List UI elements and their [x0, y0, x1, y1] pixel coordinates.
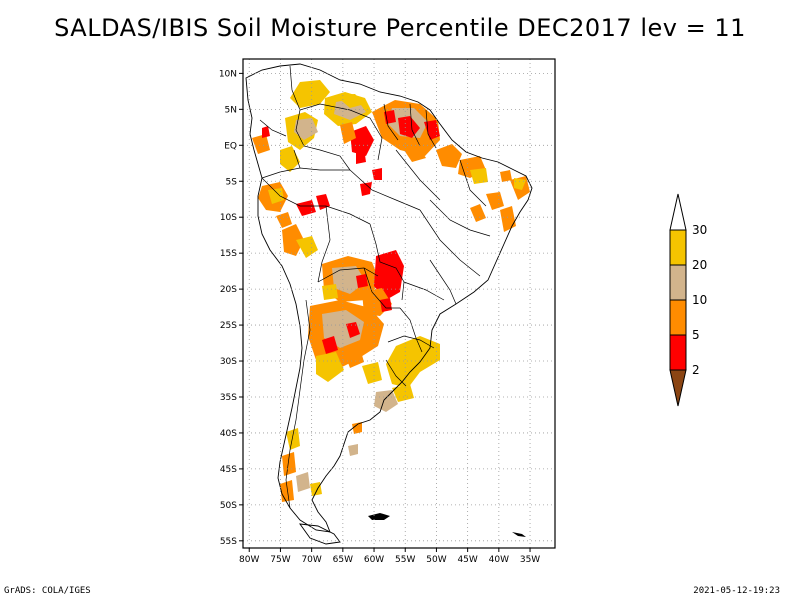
patch-red	[380, 298, 392, 312]
colorbar-label: 2	[692, 363, 700, 377]
plot-frame	[242, 58, 556, 549]
lon-tick-label: 55W	[395, 555, 415, 565]
patch-orange	[344, 348, 364, 368]
lon-tick-label: 40W	[489, 555, 509, 565]
patch-yellow	[290, 80, 330, 108]
colorbar-label: 10	[692, 293, 707, 307]
patch-red	[296, 200, 316, 216]
patch-tan	[332, 266, 366, 294]
patch-red	[322, 336, 338, 354]
colorbar-bin	[669, 334, 687, 371]
patch-yellow	[335, 94, 365, 108]
footer-credit: GrADS: COLA/IGES	[4, 586, 91, 596]
lat-tick-label: 30S	[220, 357, 237, 367]
colorbar-label: 30	[692, 223, 707, 237]
patch-tan	[296, 472, 310, 492]
patch-yellow	[470, 168, 488, 184]
lon-tick-label: 65W	[333, 555, 353, 565]
falkland-islands	[368, 513, 390, 520]
patch-yellow	[316, 352, 344, 382]
lat-tick-label: 50S	[220, 501, 237, 511]
patch-yellow	[296, 236, 318, 258]
patch-tan	[348, 444, 358, 456]
graticule	[243, 59, 555, 548]
map-title: SALDAS/IBIS Soil Moisture Percentile DEC…	[54, 14, 746, 42]
lat-tick-label: 15S	[220, 249, 237, 259]
patch-red	[424, 120, 440, 140]
patch-orange	[486, 192, 504, 210]
patch-yellow	[268, 188, 284, 204]
patch-orange	[276, 212, 292, 228]
lat-tick-label: 40S	[220, 429, 237, 439]
lon-tick-label: 75W	[270, 555, 290, 565]
continent-outline	[245, 63, 533, 533]
lat-tick-label: 35S	[220, 393, 237, 403]
longitude-axis: 80W 75W 70W 65W 60W 55W 50W 45W 40W 35W	[239, 548, 540, 565]
patch-red	[350, 126, 374, 156]
lat-tick-label: 20S	[220, 285, 237, 295]
footer-timestamp: 2021-05-12-19:23	[693, 586, 780, 596]
patch-red	[356, 274, 368, 288]
colorbar-bin	[669, 369, 687, 407]
lat-tick-label: 10N	[219, 69, 237, 79]
patch-orange	[352, 422, 362, 434]
patch-orange	[282, 452, 296, 476]
patch-orange	[340, 122, 356, 144]
patch-red	[346, 322, 360, 338]
colorbar-bin	[669, 264, 687, 301]
lon-tick-label: 60W	[364, 555, 384, 565]
colorbar-bin	[669, 229, 687, 266]
patch-orange	[404, 146, 426, 162]
lat-tick-label: 25S	[220, 321, 237, 331]
patch-red	[316, 194, 330, 210]
patch-yellow	[310, 482, 322, 496]
lon-tick-label: 35W	[520, 555, 540, 565]
patch-yellow	[286, 428, 300, 450]
colorbar-label: 20	[692, 258, 707, 272]
patch-orange	[252, 134, 270, 154]
patch-red	[356, 148, 366, 164]
latitude-axis: 10N 5N EQ 5S 10S 15S 20S 25S 30S 35S 40S 45S 50S 55S	[219, 69, 243, 547]
patch-orange	[470, 204, 486, 222]
lon-tick-label: 45W	[457, 555, 477, 565]
lat-tick-label: 10S	[220, 213, 237, 223]
lat-tick-label: 55S	[220, 537, 237, 547]
south-georgia	[512, 532, 526, 537]
lat-tick-label: 5N	[225, 105, 237, 115]
colorbar-bin	[669, 299, 687, 336]
lat-tick-label: 45S	[220, 465, 237, 475]
lon-tick-label: 50W	[426, 555, 446, 565]
percentile-patches	[252, 80, 530, 502]
patch-yellow	[362, 362, 382, 384]
patch-red	[398, 116, 420, 138]
colorbar-label: 5	[692, 328, 700, 342]
patch-orange	[280, 480, 294, 502]
colorbar-bin	[669, 193, 687, 231]
patch-yellow	[322, 284, 338, 300]
patch-tan	[374, 390, 398, 412]
patch-red	[360, 182, 372, 196]
patch-red	[372, 168, 382, 180]
tierra-del-fuego	[299, 523, 341, 545]
lat-tick-label: EQ	[224, 141, 237, 151]
patch-orange	[282, 224, 304, 256]
patch-orange	[500, 206, 516, 232]
patch-red	[262, 126, 270, 138]
country-borders	[259, 65, 491, 509]
patch-orange	[500, 170, 512, 182]
lat-tick-label: 5S	[226, 177, 238, 187]
lon-tick-label: 70W	[301, 555, 321, 565]
colorbar-legend: 30 20 10 5 2	[669, 193, 707, 407]
patch-orange	[436, 144, 462, 168]
lon-tick-label: 80W	[239, 555, 259, 565]
patch-yellow	[392, 384, 414, 402]
patch-yellow	[386, 336, 440, 388]
